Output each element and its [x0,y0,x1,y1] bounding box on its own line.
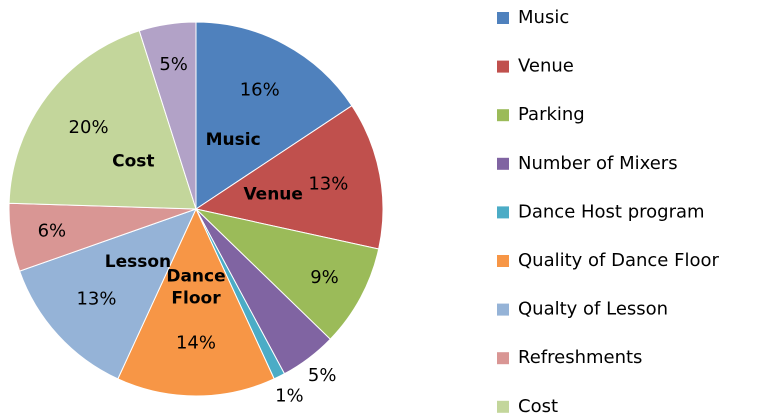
legend-swatch [497,109,509,122]
legend-label: Cost [518,396,558,414]
legend-label: Venue [518,56,574,77]
value-label: 13% [76,289,116,310]
slice-label-line: Floor [171,289,221,309]
value-label: 1% [275,385,304,406]
legend-label: Qualty of Lesson [518,299,668,320]
slice-label-line: Dance [166,267,225,287]
value-label: 13% [308,173,348,194]
legend-swatch [497,303,509,316]
pie-slice [194,105,384,250]
pie-slice [117,207,275,397]
value-label: 9% [310,267,339,288]
legend-swatch [497,400,509,413]
value-label: 16% [240,79,280,100]
legend-label: Number of Mixers [518,153,678,174]
pie-slice [194,208,380,340]
pie-slice [138,21,197,210]
value-label: 6% [38,220,67,241]
legend-swatch [497,206,509,219]
value-label: 5% [159,54,188,75]
slice-label: Venue [243,185,303,205]
legend-swatch [497,60,509,73]
legend-swatch [497,352,509,365]
legend-swatch [497,255,509,267]
legend-swatch [497,12,509,24]
legend-swatch [497,157,509,170]
value-label: 20% [69,117,109,138]
legend-label: Refreshments [518,347,642,368]
slice-label: Lesson [105,252,171,272]
legend-label: Dance Host program [518,201,705,222]
value-label: 5% [308,365,337,386]
slice-label: Cost [112,152,154,172]
value-label: 14% [176,333,216,354]
slice-label: Music [206,130,261,150]
slice-label: Dance Floor [166,267,225,309]
pie-slice [195,21,353,210]
pie-slice [8,30,197,210]
pie-slice [18,208,197,380]
legend-label: Music [518,7,569,28]
legend-label: Parking [518,104,585,125]
legend-label: Quality of Dance Floor [518,250,719,271]
